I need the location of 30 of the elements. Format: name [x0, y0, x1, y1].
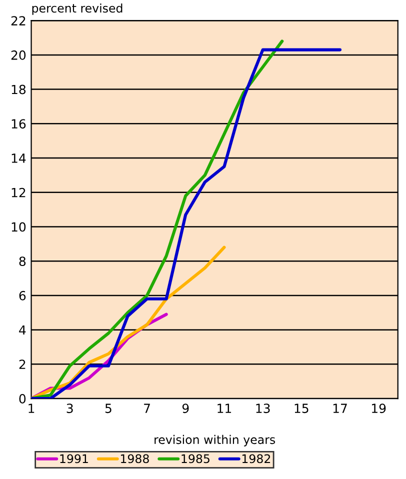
- y-tick-label: 10: [12, 222, 26, 232]
- legend-label: 1985: [182, 454, 210, 464]
- x-tick-label: 1: [28, 404, 34, 413]
- y-tick-label: 8: [19, 256, 26, 266]
- x-axis-title: revision within years: [154, 434, 276, 446]
- legend-label: 1982: [242, 454, 270, 464]
- x-tick-label: 17: [333, 404, 347, 413]
- x-tick-label: 11: [218, 404, 232, 413]
- x-tick-label: 5: [105, 404, 112, 414]
- y-tick-label: 12: [12, 188, 26, 198]
- y-tick-label: 0: [19, 394, 26, 404]
- y-tick-label: 22: [11, 16, 26, 26]
- y-tick-label: 16: [12, 119, 26, 129]
- line-series: [31, 40, 284, 399]
- y-tick-label: 20: [11, 50, 26, 60]
- y-tick-label: 4: [19, 325, 26, 335]
- y-tick-label: 14: [12, 154, 26, 163]
- x-tick-label: 15: [294, 404, 308, 414]
- legend-label: 1991: [60, 454, 88, 464]
- x-tick-label: 19: [372, 404, 386, 414]
- y-tick-label: 2: [19, 360, 26, 369]
- x-tick-label: 9: [182, 404, 189, 414]
- y-axis-title: percent revised: [32, 4, 122, 15]
- legend-label: 1988: [120, 454, 149, 464]
- y-tick-label: 18: [12, 84, 26, 94]
- x-tick-label: 13: [256, 404, 270, 414]
- x-tick-label: 7: [144, 404, 150, 413]
- line-series: [31, 48, 342, 399]
- x-tick-label: 3: [66, 404, 73, 414]
- y-tick-label: 6: [19, 290, 26, 300]
